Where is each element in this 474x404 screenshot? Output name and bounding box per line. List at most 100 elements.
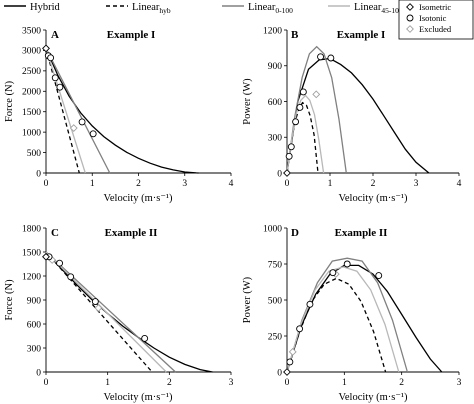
legend-marker-diamond (406, 25, 414, 33)
isotonic-point (91, 298, 99, 306)
y-tick-label: 0 (277, 368, 282, 378)
x-tick-label: 1 (328, 179, 333, 189)
legend-line-label: Linear0-100 (248, 2, 293, 15)
isotonic-point (296, 325, 304, 333)
series-linear-45-100 (286, 266, 400, 373)
x-axis-label: Velocity (m·s⁻¹) (338, 193, 408, 204)
legend: Hybrid Linearhyb Linear0-100 Linear45-100 Is… (4, 0, 474, 40)
y-axis-label: Force (N) (4, 279, 15, 321)
panel-title: Example II (335, 227, 388, 239)
x-tick-label: 0 (44, 378, 49, 388)
isotonic-point (299, 88, 307, 96)
panel-title: Example II (105, 227, 158, 239)
isotonic-point (329, 269, 337, 277)
isotonic-point (292, 118, 300, 126)
x-tick-label: 3 (182, 179, 187, 189)
series-hybrid (286, 57, 430, 174)
x-tick-label: 0 (285, 179, 290, 189)
series-linear-hyb (45, 48, 80, 174)
series-hybrid (45, 251, 213, 373)
y-tick-label: 0 (36, 368, 41, 378)
isotonic-point (317, 53, 324, 61)
isotonic-point (89, 130, 97, 138)
x-tick-label: 4 (457, 179, 462, 189)
y-axis-label: Power (W) (242, 276, 253, 323)
legend-marker-diamond (406, 3, 414, 11)
legend-line-label: Linear45-100 (354, 2, 403, 15)
isotonic-point (375, 272, 383, 279)
panel-letter: D (291, 227, 299, 239)
x-tick-label: 4 (229, 179, 234, 189)
isometric-point (283, 368, 291, 376)
y-axis-label: Power (W) (242, 78, 253, 125)
y-tick-label: 900 (27, 296, 42, 306)
panel-d: 0 250 500 750 1000 0 1 2 3 D Example II Power (W) Ve… (242, 224, 462, 403)
legend-marker-label: Excluded (419, 24, 452, 34)
series-linear-hyb (286, 277, 387, 373)
panel-letter: A (51, 29, 59, 41)
series-linear-45-100 (45, 251, 167, 373)
y-tick-label: 750 (268, 260, 283, 270)
x-axis-label: Velocity (m·s⁻¹) (103, 193, 173, 204)
legend-marker-label: Isometric (419, 2, 451, 12)
isotonic-point (285, 152, 293, 160)
x-axis-label: Velocity (m·s⁻¹) (338, 392, 408, 403)
panel-a: 0 500 1000 1500 2000 2500 3000 3500 0 1 2 3 4 A Exampl… (4, 26, 234, 204)
x-tick-label: 3 (414, 179, 419, 189)
y-tick-label: 500 (268, 296, 283, 306)
series-linear-hyb (45, 251, 153, 373)
panel-title: Example I (337, 29, 386, 41)
x-tick-label: 1 (342, 378, 347, 388)
excluded-point (312, 90, 321, 99)
y-tick-label: 0 (36, 169, 41, 179)
excluded-point (94, 304, 103, 312)
legend-marker-isotonic (406, 14, 414, 22)
x-tick-label: 0 (44, 179, 49, 189)
series-linear-0-100 (45, 251, 176, 373)
y-tick-label: 300 (268, 134, 283, 144)
legend-line-label: Linearhyb (132, 2, 171, 15)
x-tick-label: 1 (105, 378, 110, 388)
series-linear-45-100 (45, 48, 86, 174)
x-tick-label: 1 (90, 179, 95, 189)
y-tick-label: 1800 (22, 224, 41, 234)
isometric-point (283, 169, 291, 177)
panel-b: 0 300 600 900 1200 0 1 2 3 4 B Example I Power (W) Ve… (242, 26, 462, 204)
y-tick-label: 900 (268, 62, 283, 72)
isotonic-point (306, 300, 314, 308)
panel-letter: C (51, 227, 59, 239)
series-linear-45-100 (286, 94, 325, 174)
legend-marker-label: Isotonic (419, 13, 447, 23)
y-tick-label: 250 (268, 332, 283, 342)
legend-line-label: Hybrid (30, 2, 60, 13)
panel-letter: B (291, 29, 299, 41)
isotonic-point (327, 54, 335, 62)
y-tick-label: 1000 (22, 128, 41, 138)
isometric-point (42, 252, 50, 261)
excluded-point (69, 124, 78, 132)
isotonic-point (296, 104, 304, 111)
y-tick-label: 1200 (22, 272, 41, 282)
isotonic-point (51, 74, 59, 82)
isotonic-point (47, 54, 55, 62)
x-tick-label: 2 (136, 179, 141, 189)
series-hybrid (45, 48, 199, 174)
x-tick-label: 3 (457, 378, 462, 388)
series-linear-0-100 (45, 48, 111, 174)
y-tick-label: 300 (27, 344, 42, 354)
y-tick-label: 500 (27, 149, 42, 159)
y-tick-label: 2500 (22, 67, 41, 77)
y-tick-label: 1500 (22, 248, 41, 258)
y-tick-label: 1500 (22, 108, 41, 118)
panel-c: 0 300 600 900 1200 1500 1800 0 1 2 3 C Example II For… (4, 224, 234, 403)
y-tick-label: 3500 (22, 26, 41, 36)
y-tick-label: 1200 (263, 26, 282, 36)
series-linear-0-100 (286, 45, 347, 174)
x-tick-label: 3 (229, 378, 234, 388)
y-axis-label: Force (N) (4, 80, 15, 122)
y-tick-label: 600 (27, 320, 42, 330)
isotonic-point (56, 83, 64, 91)
isotonic-point (286, 358, 294, 366)
y-tick-label: 3000 (22, 47, 41, 57)
